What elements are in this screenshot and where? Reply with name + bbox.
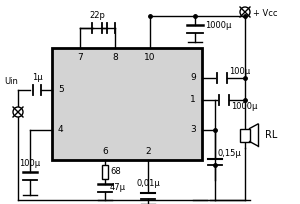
Bar [102, 165, 108, 179]
Text: 68: 68 [110, 167, 121, 176]
Text: RL: RL [265, 130, 278, 140]
Bar [52, 48, 202, 160]
Bar [241, 129, 250, 142]
Text: 1000µ: 1000µ [231, 102, 257, 111]
Text: + Vcc: + Vcc [253, 9, 278, 18]
Text: 100µ: 100µ [20, 159, 40, 168]
Text: Uin: Uin [4, 77, 18, 86]
Text: 10: 10 [144, 53, 156, 62]
Text: 6: 6 [102, 147, 108, 156]
Text: 0,01µ: 0,01µ [136, 179, 160, 188]
Text: 9: 9 [190, 73, 196, 82]
Text: 8: 8 [112, 53, 118, 62]
Text: 1µ: 1µ [32, 73, 42, 82]
Text: 100µ: 100µ [229, 67, 250, 76]
Circle shape [240, 7, 250, 17]
Text: 7: 7 [77, 53, 83, 62]
Text: 2: 2 [145, 147, 151, 156]
Text: 0,15µ: 0,15µ [218, 149, 242, 158]
Text: 1000µ: 1000µ [205, 20, 231, 30]
Text: 3: 3 [190, 125, 196, 134]
Text: 1: 1 [190, 95, 196, 104]
Text: 47µ: 47µ [110, 184, 126, 193]
Text: 22p: 22p [89, 11, 105, 20]
Text: 4: 4 [58, 125, 64, 134]
Circle shape [13, 107, 23, 117]
Text: 5: 5 [58, 85, 64, 94]
